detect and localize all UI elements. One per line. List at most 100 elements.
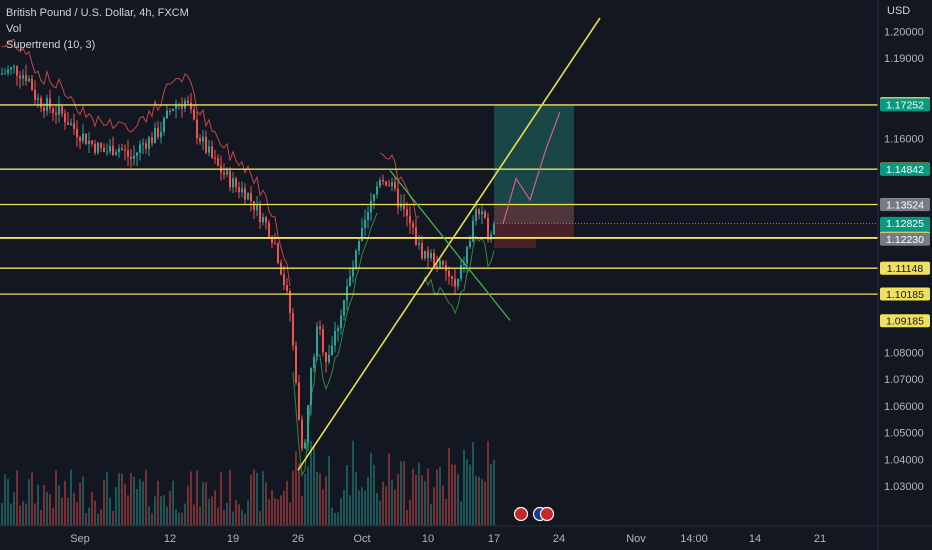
volume-bar xyxy=(112,510,114,526)
volume-bar xyxy=(166,506,168,526)
economic-event-icon[interactable] xyxy=(539,506,555,522)
candle-body xyxy=(331,345,333,355)
volume-bar xyxy=(349,495,351,526)
volume-bar xyxy=(424,481,426,526)
chart-legend: British Pound / U.S. Dollar, 4h, FXCM Vo… xyxy=(6,5,189,53)
candle-body xyxy=(262,217,264,223)
volume-bar xyxy=(190,471,192,526)
candle-body xyxy=(136,152,138,156)
volume-bar xyxy=(73,492,75,526)
target-zone xyxy=(494,104,574,224)
position-zones xyxy=(494,104,878,249)
volume-bar xyxy=(61,497,63,526)
candle-body xyxy=(367,212,369,220)
candle-body xyxy=(352,268,354,277)
candle-body xyxy=(226,170,228,175)
candle-body xyxy=(130,156,132,159)
volume-indicator-label[interactable]: Vol xyxy=(6,23,22,35)
volume-bar xyxy=(19,505,21,526)
candle-body xyxy=(193,109,195,120)
volume-bar xyxy=(454,464,456,526)
volume-bar xyxy=(295,451,297,526)
candle-body xyxy=(343,300,345,316)
candle-body xyxy=(433,252,435,266)
candle-body xyxy=(271,237,273,244)
volume-bar xyxy=(1,503,3,526)
volume-bar xyxy=(241,509,243,526)
economic-event-icon[interactable] xyxy=(513,506,529,522)
time-tick-label: Nov xyxy=(626,533,646,545)
candle-body xyxy=(214,157,216,159)
volume-bar xyxy=(286,480,288,526)
candle-body xyxy=(373,194,375,201)
candle-body xyxy=(205,136,207,153)
economic-events xyxy=(513,506,555,522)
candle-body xyxy=(100,143,102,148)
price-tag xyxy=(880,232,930,246)
volume-bar xyxy=(397,473,399,526)
volume-bar xyxy=(169,491,171,526)
volume-bar xyxy=(385,486,387,526)
time-tick-label: 24 xyxy=(553,533,565,545)
candle-body xyxy=(391,181,393,186)
volume-bar xyxy=(178,512,180,526)
price-tick-label: 1.16000 xyxy=(884,133,924,145)
volume-bar xyxy=(367,476,369,526)
volume-bar xyxy=(487,440,489,526)
candle-body xyxy=(133,155,135,159)
candle-body xyxy=(436,265,438,269)
candle-body xyxy=(13,66,15,68)
volume-bar xyxy=(418,462,420,526)
candle-body xyxy=(160,131,162,138)
volume-bar xyxy=(214,490,216,526)
volume-bar xyxy=(115,486,117,526)
volume-bar xyxy=(415,474,417,526)
volume-bar xyxy=(364,490,366,526)
candle-body xyxy=(292,312,294,346)
candle-body xyxy=(268,222,270,238)
volume-bar xyxy=(280,495,282,526)
candle-body xyxy=(25,75,27,82)
volume-bar xyxy=(94,500,96,526)
price-tag-label: 1.09185 xyxy=(886,316,924,328)
projection-path xyxy=(502,111,561,225)
price-tag-label: 1.12825 xyxy=(886,218,924,230)
volume-bar xyxy=(64,480,66,526)
price-tag xyxy=(880,198,930,212)
volume-bar xyxy=(31,472,33,526)
volume-bar xyxy=(376,492,378,526)
price-tag xyxy=(880,162,930,176)
volume-bar xyxy=(271,490,273,526)
volume-bar xyxy=(145,469,147,526)
volume-bar xyxy=(460,501,462,526)
volume-bar xyxy=(388,453,390,526)
candle-body xyxy=(361,227,363,242)
candle-body xyxy=(310,368,312,406)
candle-body xyxy=(97,143,99,153)
volume-bar xyxy=(490,464,492,526)
candle-body xyxy=(49,98,51,109)
time-tick-label: Sep xyxy=(70,533,90,545)
volume-bar xyxy=(88,507,90,526)
volume-bar xyxy=(52,508,54,526)
time-tick-label: 21 xyxy=(814,533,826,545)
candle-body xyxy=(139,144,141,153)
candle-body xyxy=(151,137,153,144)
volume-bar xyxy=(70,469,72,526)
volume-bar xyxy=(274,498,276,526)
volume-bar xyxy=(445,499,447,526)
candle-body xyxy=(376,186,378,195)
volume-bar xyxy=(34,503,36,526)
candle-body xyxy=(178,105,180,107)
supertrend-indicator-label[interactable]: Supertrend (10, 3) xyxy=(6,39,96,51)
volume-bar xyxy=(25,503,27,526)
candle-body xyxy=(493,224,495,235)
candle-body xyxy=(442,260,444,265)
candle-body xyxy=(439,260,441,269)
volume-bar xyxy=(394,489,396,526)
volume-bar xyxy=(391,479,393,526)
symbol-title[interactable]: British Pound / U.S. Dollar, 4h, FXCM xyxy=(6,7,189,19)
candle-body xyxy=(334,331,336,346)
volume-bar xyxy=(373,464,375,526)
